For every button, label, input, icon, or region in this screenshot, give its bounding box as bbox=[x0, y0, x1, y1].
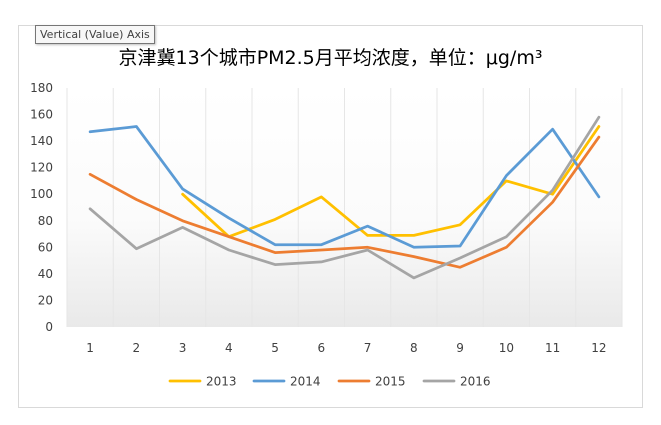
x-tick-label: 8 bbox=[410, 341, 418, 355]
x-tick-label: 12 bbox=[591, 341, 606, 355]
axis-tooltip: Vertical (Value) Axis bbox=[35, 25, 155, 44]
x-tick-label: 7 bbox=[364, 341, 372, 355]
series-line-2014[interactable] bbox=[88, 125, 601, 249]
y-tick-label: 60 bbox=[38, 240, 53, 254]
x-tick-label: 10 bbox=[499, 341, 514, 355]
y-tick-label: 140 bbox=[30, 134, 53, 148]
y-tick-label: 0 bbox=[45, 320, 53, 334]
legend-label-2015[interactable]: 2015 bbox=[375, 375, 406, 389]
legend-label-2014[interactable]: 2014 bbox=[290, 375, 321, 389]
y-tick-label: 20 bbox=[38, 293, 53, 307]
series-line-2016[interactable] bbox=[88, 115, 601, 280]
legend-label-2013[interactable]: 2013 bbox=[206, 375, 237, 389]
y-tick-label: 80 bbox=[38, 214, 53, 228]
x-tick-label: 11 bbox=[545, 341, 560, 355]
x-tick-label: 4 bbox=[225, 341, 233, 355]
y-tick-label: 100 bbox=[30, 187, 53, 201]
y-tick-label: 120 bbox=[30, 161, 53, 175]
y-tick-label: 160 bbox=[30, 108, 53, 122]
x-tick-label: 2 bbox=[133, 341, 141, 355]
x-tick-label: 9 bbox=[456, 341, 464, 355]
x-tick-label: 3 bbox=[179, 341, 187, 355]
x-tick-label: 1 bbox=[86, 341, 94, 355]
chart-title[interactable]: 京津冀13个城市PM2.5月平均浓度，单位：μg/m³ bbox=[118, 47, 543, 69]
x-tick-label: 6 bbox=[318, 341, 326, 355]
series-line-2015[interactable] bbox=[88, 135, 601, 269]
x-tick-label: 5 bbox=[271, 341, 279, 355]
legend-label-2016[interactable]: 2016 bbox=[460, 375, 491, 389]
y-tick-label: 40 bbox=[38, 267, 53, 281]
y-tick-label: 180 bbox=[30, 81, 53, 95]
